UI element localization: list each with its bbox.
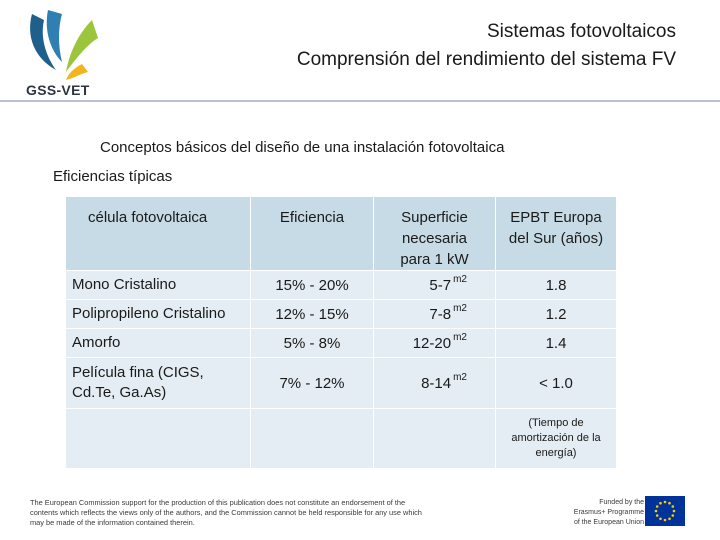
cell-type: Película fina (CIGS, Cd.Te, Ga.As) xyxy=(65,357,251,409)
header-epbt: EPBT Europa del Sur (años) xyxy=(495,196,617,271)
header-area-line-3: para 1 kW xyxy=(400,251,469,268)
area-value: 8-14 xyxy=(421,374,452,392)
funded-line-2: Erasmus+ Programme xyxy=(573,509,644,516)
header-area: Superficie necesaria para 1 kW xyxy=(373,196,496,271)
empty-cell xyxy=(250,408,374,469)
table-row: Polipropileno Cristalino 12% - 15% 7-8 m2… xyxy=(65,299,617,329)
efficiency-table: célula fotovoltaica Eficiencia Superfici… xyxy=(65,196,617,469)
cell-efficiency: 5% - 8% xyxy=(250,328,374,358)
cell-epbt: 1.4 xyxy=(495,328,617,358)
empty-cell xyxy=(373,408,496,469)
area-value: 7-8 xyxy=(429,305,452,323)
area-unit: m2 xyxy=(453,273,467,285)
disclaimer-line-1: The European Commission support for the … xyxy=(30,498,406,507)
area-unit: m2 xyxy=(453,371,467,383)
table-row: Mono Cristalino 15% - 20% 5-7 m2 1.8 xyxy=(65,270,617,300)
eu-disclaimer: The European Commission support for the … xyxy=(30,498,450,528)
epbt-note: (Tiempo de amortización de la energía) xyxy=(495,408,617,469)
cell-epbt: < 1.0 xyxy=(495,357,617,409)
cell-area: 7-8 m2 xyxy=(373,299,496,329)
cell-type-line-1: Película fina (CIGS, xyxy=(72,364,204,381)
title-line-1: Sistemas fotovoltaicos xyxy=(486,21,676,42)
eu-flag-icon xyxy=(645,496,685,526)
cell-epbt: 1.2 xyxy=(495,299,617,329)
title-divider xyxy=(0,100,720,102)
cell-type: Amorfo xyxy=(65,328,251,358)
empty-cell xyxy=(65,408,251,469)
funding-label: Funded by the Erasmus+ Programme of the … xyxy=(560,498,644,528)
cell-type: Polipropileno Cristalino xyxy=(65,299,251,329)
area-value: 5-7 xyxy=(429,276,452,294)
disclaimer-line-2: contents which reflects the views only o… xyxy=(30,508,422,517)
slide-title: Sistemas fotovoltaicos Comprensión del r… xyxy=(297,18,676,74)
cell-area: 5-7 m2 xyxy=(373,270,496,300)
cell-efficiency: 15% - 20% xyxy=(250,270,374,300)
header-area-line-2: necesaria xyxy=(401,230,468,247)
table-row: Película fina (CIGS, Cd.Te, Ga.As) 7% - … xyxy=(65,357,617,409)
title-line-2: Comprensión del rendimiento del sistema … xyxy=(296,49,676,70)
area-unit: m2 xyxy=(453,302,467,314)
note-line-1: (Tiempo de xyxy=(528,417,584,429)
cell-area: 8-14 m2 xyxy=(373,357,496,409)
note-line-3: energía) xyxy=(535,447,577,459)
note-line-2: amortización de la xyxy=(511,432,601,444)
area-value: 12-20 xyxy=(412,334,452,352)
section-heading: Conceptos básicos del diseño de una inst… xyxy=(100,139,505,156)
header-efficiency: Eficiencia xyxy=(250,196,374,271)
header-cell-type: célula fotovoltaica xyxy=(65,196,251,271)
cell-type: Mono Cristalino xyxy=(65,270,251,300)
funded-line-3: of the European Union xyxy=(573,519,644,526)
cell-efficiency: 12% - 15% xyxy=(250,299,374,329)
table-header-row: célula fotovoltaica Eficiencia Superfici… xyxy=(65,196,617,271)
header-epbt-line-1: EPBT Europa xyxy=(510,209,602,226)
logo-wordmark: GSS-VET xyxy=(26,82,90,98)
section-subheading: Eficiencias típicas xyxy=(53,168,173,185)
gss-vet-logo-icon xyxy=(30,10,98,80)
header-area-line-1: Superficie xyxy=(401,209,468,226)
area-unit: m2 xyxy=(453,331,467,343)
disclaimer-line-3: may be made of the information contained… xyxy=(30,518,195,527)
header-epbt-line-2: del Sur (años) xyxy=(508,230,604,247)
funded-line-1: Funded by the xyxy=(599,499,644,506)
cell-efficiency: 7% - 12% xyxy=(250,357,374,409)
table-row: Amorfo 5% - 8% 12-20 m2 1.4 xyxy=(65,328,617,358)
cell-type-line-2: Cd.Te, Ga.As) xyxy=(72,384,167,401)
cell-area: 12-20 m2 xyxy=(373,328,496,358)
table-row: (Tiempo de amortización de la energía) xyxy=(65,408,617,469)
cell-epbt: 1.8 xyxy=(495,270,617,300)
